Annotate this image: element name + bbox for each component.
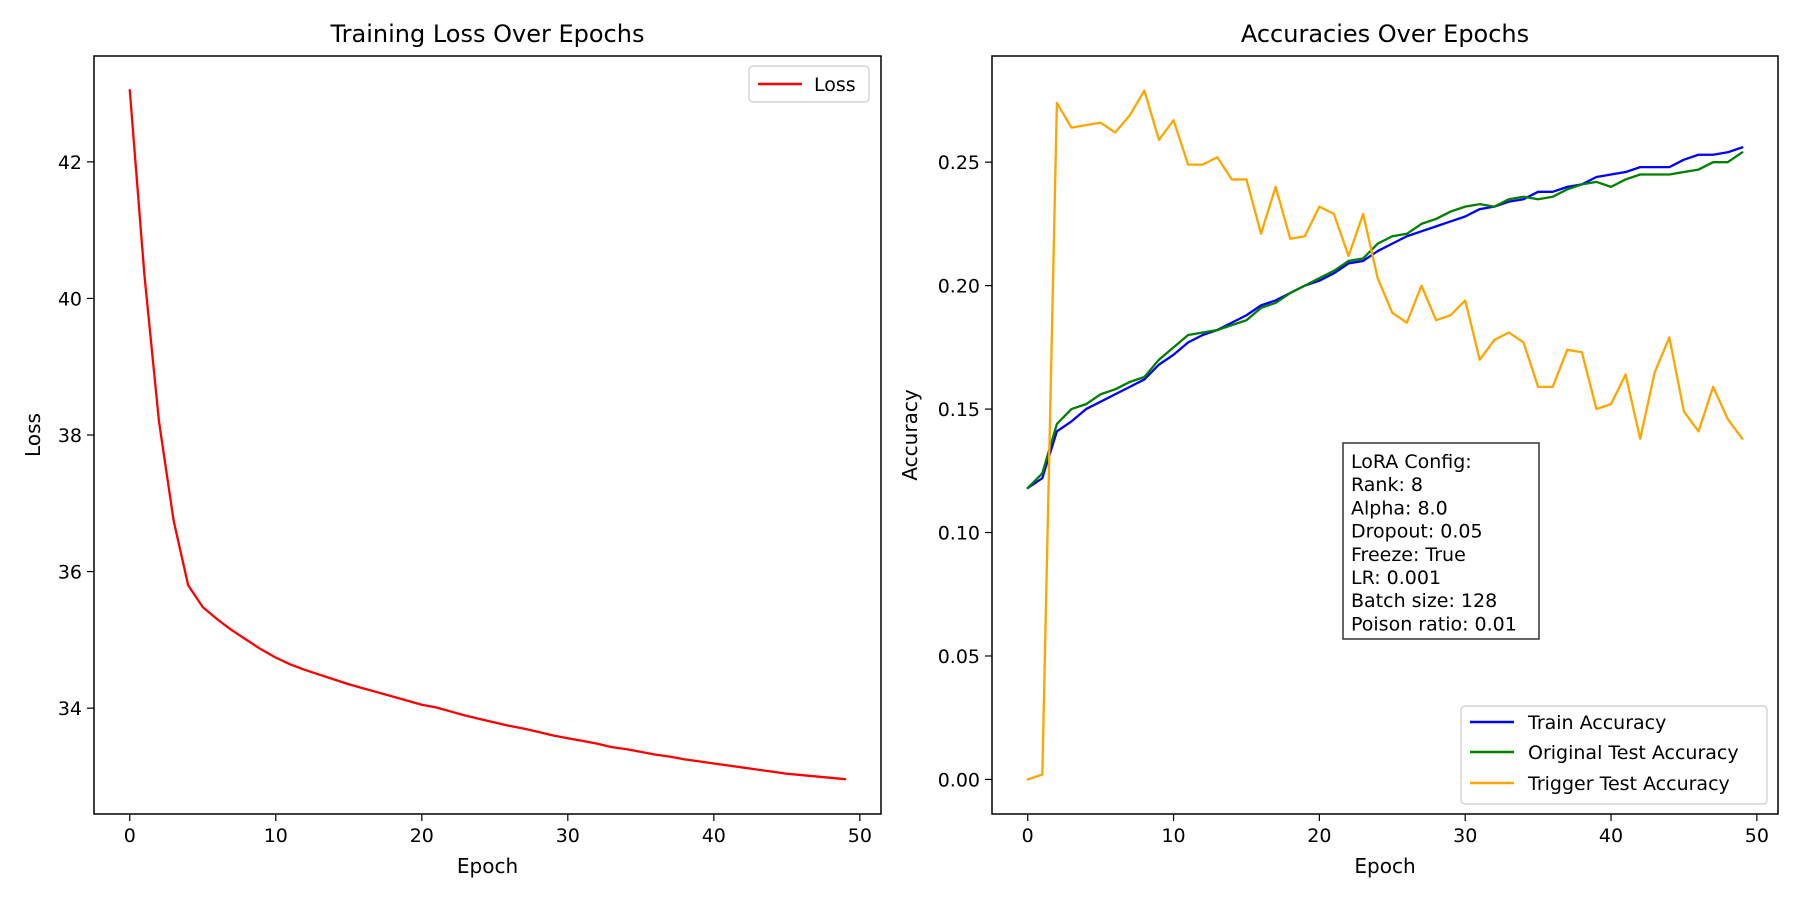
loss-y-tick-label: 42 [58, 152, 82, 174]
loss-plot-frame [93, 55, 882, 815]
loss-y-tick-label: 40 [58, 288, 82, 310]
loss-x-tick-label: 40 [702, 825, 726, 847]
accuracy-x-tick-label: 50 [1745, 825, 1769, 847]
series-line-loss [128, 88, 847, 781]
loss-x-tick-label: 20 [410, 825, 434, 847]
lora-config-line: Alpha: 8.0 [1351, 497, 1448, 519]
lora-config-line: LoRA Config: [1351, 451, 1472, 473]
loss-y-tick-label: 36 [58, 562, 82, 584]
loss-y-axis-label: Loss [21, 413, 45, 457]
accuracy-y-tick-label: 0.05 [938, 646, 980, 668]
loss-chart: Training Loss Over Epochs Epoch Loss 0 10… [21, 20, 882, 878]
accuracy-y-axis-label: Accuracy [898, 389, 922, 480]
legend-label-trigger-test: Trigger Test Accuracy [1527, 773, 1730, 795]
accuracy-legend: Train Accuracy Original Test Accuracy Tr… [1460, 705, 1768, 805]
legend-label-original-test: Original Test Accuracy [1528, 742, 1739, 764]
loss-legend: Loss [748, 65, 870, 103]
loss-x-axis-label: Epoch [457, 854, 518, 878]
lora-config-box [1342, 442, 1540, 640]
loss-y-tick-label: 38 [58, 425, 82, 447]
accuracy-y-tick-label: 0.20 [938, 276, 980, 298]
loss-x-tick-label: 0 [124, 825, 136, 847]
accuracy-legend-box [1460, 705, 1768, 805]
accuracy-x-tick-label: 40 [1599, 825, 1623, 847]
lora-config-line: Poison ratio: 0.01 [1351, 613, 1517, 635]
accuracy-x-tick-label: 10 [1161, 825, 1185, 847]
accuracy-y-tick-label: 0.00 [938, 769, 980, 791]
legend-label-train: Train Accuracy [1527, 712, 1666, 734]
accuracy-y-tick-label: 0.25 [938, 152, 980, 174]
accuracy-y-tick-label: 0.15 [938, 399, 980, 421]
accuracy-axis-ticks: 0 10 20 30 40 50 0.00 0.05 0.10 0.15 0.20 0.25 [938, 152, 1769, 847]
lora-config-line: LR: 0.001 [1351, 567, 1441, 589]
loss-legend-label: Loss [814, 74, 856, 96]
lora-config-line: Dropout: 0.05 [1351, 521, 1483, 543]
accuracy-chart: Accuracies Over Epochs Epoch Accuracy 0 1… [898, 20, 1779, 878]
loss-axis-ticks: 0 10 20 30 40 50 34 36 38 40 42 [58, 152, 872, 847]
loss-y-tick-label: 34 [58, 698, 82, 720]
series-line-original-test-accuracy [1026, 151, 1744, 490]
loss-x-tick-label: 30 [556, 825, 580, 847]
accuracy-y-tick-label: 0.10 [938, 523, 980, 545]
accuracy-plot-frame [991, 55, 1779, 815]
lora-config-line: Batch size: 128 [1351, 590, 1497, 612]
accuracy-x-tick-label: 0 [1022, 825, 1034, 847]
lora-config-line: Rank: 8 [1351, 474, 1423, 496]
loss-legend-box [748, 65, 870, 103]
loss-chart-title: Training Loss Over Epochs [330, 20, 645, 48]
accuracy-series-lines [1026, 89, 1744, 781]
series-line-trigger-test-accuracy [1026, 89, 1744, 781]
series-line-train-accuracy [1026, 146, 1744, 490]
accuracy-x-tick-label: 20 [1307, 825, 1331, 847]
lora-config-line: Freeze: True [1351, 544, 1466, 566]
accuracy-chart-title: Accuracies Over Epochs [1241, 20, 1529, 48]
loss-x-tick-label: 10 [264, 825, 288, 847]
loss-series-lines [128, 88, 847, 781]
accuracy-x-axis-label: Epoch [1354, 854, 1415, 878]
loss-x-tick-label: 50 [848, 825, 872, 847]
accuracy-x-tick-label: 30 [1453, 825, 1477, 847]
